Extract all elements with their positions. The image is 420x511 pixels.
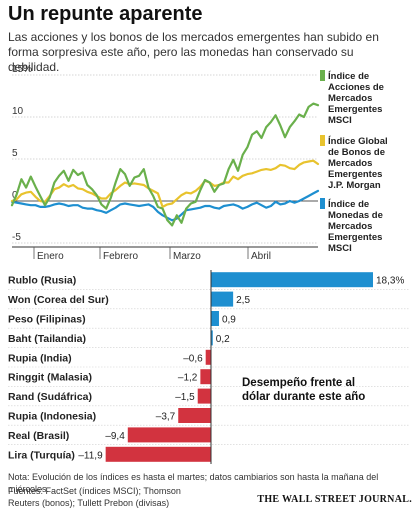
x-tick-label: Febrero bbox=[103, 251, 138, 262]
legend-label: Índice de bbox=[328, 71, 369, 82]
legend-label: J.P. Morgan bbox=[328, 180, 381, 191]
value-label: 2,5 bbox=[236, 295, 250, 306]
chart-title: Un repunte aparente bbox=[8, 3, 203, 25]
category-label: Baht (Tailandia) bbox=[8, 333, 86, 345]
category-label: Rupia (Indonesia) bbox=[8, 411, 96, 423]
x-tick-label: Marzo bbox=[173, 251, 201, 262]
publisher-brand: THE WALL STREET JOURNAL. bbox=[257, 494, 412, 505]
legend-label: Mercados bbox=[328, 93, 372, 104]
y-tick-label: 5 bbox=[12, 148, 18, 159]
bar bbox=[211, 330, 213, 346]
bar bbox=[200, 369, 211, 385]
value-label: 0,9 bbox=[222, 315, 236, 326]
value-label: –0,6 bbox=[183, 353, 203, 364]
value-label: 0,2 bbox=[216, 334, 230, 345]
legend-label: Emergentes bbox=[328, 169, 382, 180]
legend-label: Mercados bbox=[328, 221, 372, 232]
legend-label: Índice Global bbox=[328, 136, 388, 147]
bar bbox=[105, 446, 211, 462]
series-line bbox=[10, 102, 320, 227]
value-label: 18,3% bbox=[376, 276, 404, 287]
bar bbox=[197, 388, 211, 404]
x-tick-label: Enero bbox=[37, 251, 64, 262]
category-label: Ringgit (Malasia) bbox=[8, 372, 92, 384]
value-label: –3,7 bbox=[156, 412, 176, 423]
value-label: –9,4 bbox=[105, 431, 125, 442]
legend-swatch bbox=[320, 198, 325, 209]
legend-swatch bbox=[320, 135, 325, 146]
category-label: Lira (Turquía) bbox=[8, 449, 75, 461]
bar bbox=[127, 427, 211, 443]
x-tick-label: Abril bbox=[251, 251, 271, 262]
category-label: Rupia (India) bbox=[8, 352, 72, 364]
y-tick-label: -5 bbox=[12, 232, 21, 243]
legend-label: MSCI bbox=[328, 243, 352, 254]
value-label: –11,9 bbox=[78, 450, 103, 461]
series-line bbox=[10, 159, 320, 208]
bar bbox=[205, 349, 211, 365]
legend-swatch bbox=[320, 70, 325, 81]
legend-label: Mercados bbox=[328, 158, 372, 169]
sources: Fuentes: FactSet (índices MSCI); Thomson… bbox=[8, 486, 181, 508]
category-label: Won (Corea del Sur) bbox=[8, 294, 109, 306]
bar bbox=[211, 272, 373, 288]
legend-label: Índice de bbox=[328, 199, 369, 210]
value-label: –1,5 bbox=[175, 392, 195, 403]
category-label: Peso (Filipinas) bbox=[8, 314, 86, 326]
legend-label: Emergentes bbox=[328, 232, 382, 243]
legend-label: Emergentes bbox=[328, 104, 382, 115]
bar bbox=[211, 311, 219, 326]
value-label: –1,2 bbox=[178, 373, 198, 384]
bar bbox=[211, 291, 234, 307]
legend-label: Monedas de bbox=[328, 210, 383, 221]
chart-subtitle: Las acciones y los bonos de los mercados… bbox=[8, 30, 379, 74]
legend-label: MSCI bbox=[328, 115, 352, 126]
legend-label: Acciones de bbox=[328, 82, 384, 93]
bar-annotation: Desempeño frente al bbox=[242, 377, 355, 389]
category-label: Rublo (Rusia) bbox=[8, 275, 76, 287]
y-tick-label: 10 bbox=[12, 106, 24, 117]
y-tick-label: 15% bbox=[12, 64, 32, 75]
legend-label: de Bonos de bbox=[328, 147, 385, 158]
footnote: Nota: Evolución de los índices es hasta … bbox=[8, 472, 379, 494]
bar-annotation: dólar durante este año bbox=[242, 391, 365, 403]
category-label: Rand (Sudáfrica) bbox=[8, 391, 92, 403]
category-label: Real (Brasil) bbox=[8, 430, 69, 442]
bar bbox=[178, 408, 211, 423]
